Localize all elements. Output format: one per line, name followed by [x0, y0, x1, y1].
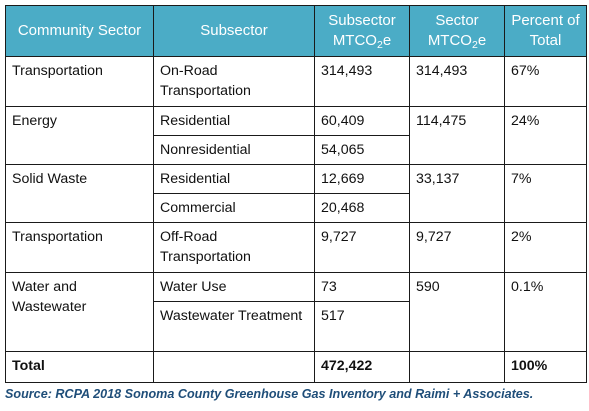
- subsector-cell: Nonresidential: [153, 135, 315, 165]
- table-row: Solid Waste Residential 12,669 33,137 7%: [5, 164, 587, 223]
- total-subsector-mtco2e: 472,422: [314, 351, 410, 383]
- sector-mtco2e-cell: 33,137: [409, 164, 505, 223]
- sector-cell: Transportation: [5, 56, 154, 107]
- total-row: Total 472,422 100%: [5, 351, 587, 383]
- table-row: Nonresidential 54,065: [6, 135, 587, 165]
- percent-cell: 67%: [504, 56, 587, 107]
- total-label: Total: [5, 351, 154, 383]
- header-subsector-mtco2e: Subsector MTCO2e: [314, 5, 410, 57]
- subsector-cell: Water Use: [153, 272, 315, 302]
- subsector-cell: Residential: [153, 106, 315, 136]
- subsector-mtco2e-cell: 54,065: [314, 135, 410, 165]
- percent-cell: 24%: [504, 106, 587, 165]
- header-sector-mtco2e: Sector MTCO2e: [409, 5, 505, 57]
- subsector-mtco2e-cell: 60,409: [314, 106, 410, 136]
- subsector-mtco2e-cell: 9,727: [314, 222, 410, 273]
- sector-mtco2e-cell: 314,493: [409, 56, 505, 107]
- total-sector-mtco2e-empty: [409, 351, 505, 383]
- subsector-mtco2e-cell: 314,493: [314, 56, 410, 107]
- subsector-cell: Residential: [153, 164, 315, 194]
- subsector-cell: Commercial: [153, 193, 315, 223]
- sector-mtco2e-cell: 9,727: [409, 222, 505, 273]
- total-percent: 100%: [504, 351, 587, 383]
- table-row: Water and Wastewater Water Use 73 590 0.…: [5, 272, 587, 352]
- subsector-cell: Wastewater Treatment: [153, 301, 315, 352]
- sector-cell: Solid Waste: [5, 164, 154, 223]
- subsector-cell: Off-Road Transportation: [153, 222, 315, 273]
- percent-cell: 7%: [504, 164, 587, 223]
- header-percent-of-total: Percent of Total: [504, 5, 587, 57]
- header-row: Community Sector Subsector Subsector MTC…: [5, 5, 587, 57]
- header-community-sector: Community Sector: [5, 5, 154, 57]
- table-row: Commercial 20,468: [6, 193, 587, 223]
- subsector-mtco2e-cell: 12,669: [314, 164, 410, 194]
- table-row: Transportation Off-Road Transportation 9…: [5, 222, 587, 273]
- total-subsector-empty: [153, 351, 315, 383]
- sector-cell: Water and Wastewater: [5, 272, 154, 352]
- subsector-mtco2e-cell: 517: [314, 301, 410, 352]
- sector-mtco2e-cell: 590: [409, 272, 505, 352]
- emissions-table: Community Sector Subsector Subsector MTC…: [5, 5, 587, 383]
- subsector-mtco2e-cell: 20,468: [314, 193, 410, 223]
- source-note: Source: RCPA 2018 Sonoma County Greenhou…: [5, 387, 534, 401]
- header-subsector: Subsector: [153, 5, 315, 57]
- sector-cell: Energy: [5, 106, 154, 165]
- percent-cell: 0.1%: [504, 272, 587, 352]
- table-row: Wastewater Treatment 517: [6, 301, 587, 352]
- table-row: Energy Residential 60,409 114,475 24%: [5, 106, 587, 165]
- subsector-cell: On-Road Transportation: [153, 56, 315, 107]
- percent-cell: 2%: [504, 222, 587, 273]
- sector-mtco2e-cell: 114,475: [409, 106, 505, 165]
- sector-cell: Transportation: [5, 222, 154, 273]
- subsector-mtco2e-cell: 73: [314, 272, 410, 302]
- table-row: Transportation On-Road Transportation 31…: [5, 56, 587, 107]
